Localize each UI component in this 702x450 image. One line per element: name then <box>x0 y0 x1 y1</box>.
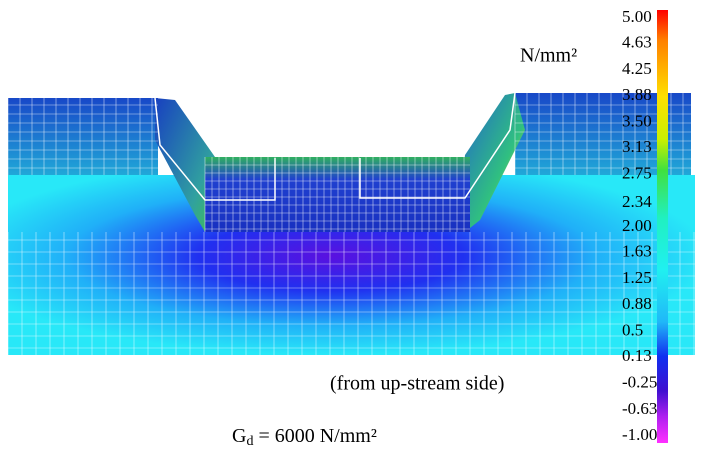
colorbar-label: 2.34 <box>622 192 652 211</box>
note-sub: d <box>246 434 253 449</box>
left-bank <box>8 98 158 175</box>
figure: N/mm² (from up-stream side) Gd = 6000 N/… <box>0 0 702 450</box>
fem-mesh <box>8 93 695 355</box>
colorbar-label: 4.25 <box>622 59 652 78</box>
colorbar <box>657 10 668 443</box>
colorbar-label: 3.88 <box>622 85 652 104</box>
colorbar-label: 5.00 <box>622 7 652 26</box>
colorbar-label: 2.00 <box>622 216 652 235</box>
colorbar-label: 0.13 <box>622 346 652 365</box>
colorbar-label: 3.13 <box>622 137 652 156</box>
note-rest: = 6000 N/mm² <box>253 425 376 447</box>
colorbar-label: 2.75 <box>622 164 652 183</box>
colorbar-label: -0.25 <box>622 373 657 392</box>
colorbar-label: 0.5 <box>622 320 643 339</box>
colorbar-label: 0.88 <box>622 294 652 313</box>
colorbar-label: 4.63 <box>622 33 652 52</box>
colorbar-label: -1.00 <box>622 425 657 444</box>
colorbar-label: 1.25 <box>622 268 652 287</box>
colorbar-label: 1.63 <box>622 242 652 261</box>
colorbar-label: 3.50 <box>622 111 652 130</box>
note-main: G <box>232 425 246 447</box>
colorbar-label: -0.63 <box>622 399 657 418</box>
unit-label: N/mm² <box>520 45 577 67</box>
note: Gd = 6000 N/mm² <box>232 425 377 450</box>
caption: (from up-stream side) <box>330 373 504 395</box>
